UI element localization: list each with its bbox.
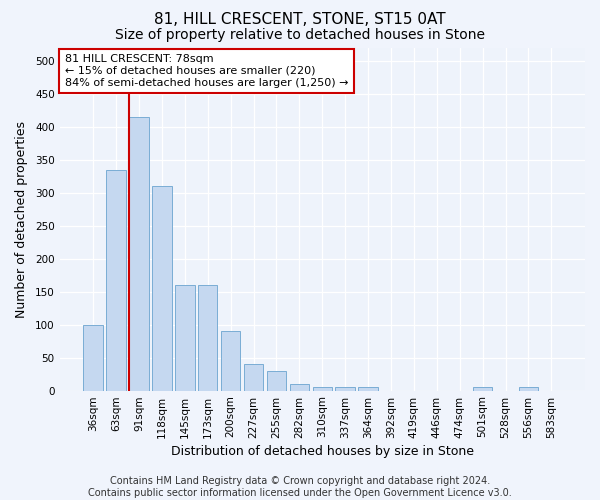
Y-axis label: Number of detached properties: Number of detached properties bbox=[15, 120, 28, 318]
Bar bbox=[473, 388, 493, 390]
Text: Size of property relative to detached houses in Stone: Size of property relative to detached ho… bbox=[115, 28, 485, 42]
Bar bbox=[152, 186, 172, 390]
Bar bbox=[221, 331, 241, 390]
Text: 81, HILL CRESCENT, STONE, ST15 0AT: 81, HILL CRESCENT, STONE, ST15 0AT bbox=[154, 12, 446, 28]
Bar bbox=[106, 170, 126, 390]
Bar bbox=[267, 371, 286, 390]
Text: 81 HILL CRESCENT: 78sqm
← 15% of detached houses are smaller (220)
84% of semi-d: 81 HILL CRESCENT: 78sqm ← 15% of detache… bbox=[65, 54, 349, 88]
Bar bbox=[244, 364, 263, 390]
Bar bbox=[83, 324, 103, 390]
X-axis label: Distribution of detached houses by size in Stone: Distribution of detached houses by size … bbox=[171, 444, 474, 458]
Bar bbox=[519, 388, 538, 390]
Bar bbox=[175, 285, 194, 391]
Bar bbox=[290, 384, 309, 390]
Bar bbox=[313, 388, 332, 390]
Bar bbox=[358, 388, 378, 390]
Bar bbox=[335, 388, 355, 390]
Bar bbox=[198, 285, 217, 391]
Text: Contains HM Land Registry data © Crown copyright and database right 2024.
Contai: Contains HM Land Registry data © Crown c… bbox=[88, 476, 512, 498]
Bar bbox=[129, 117, 149, 390]
